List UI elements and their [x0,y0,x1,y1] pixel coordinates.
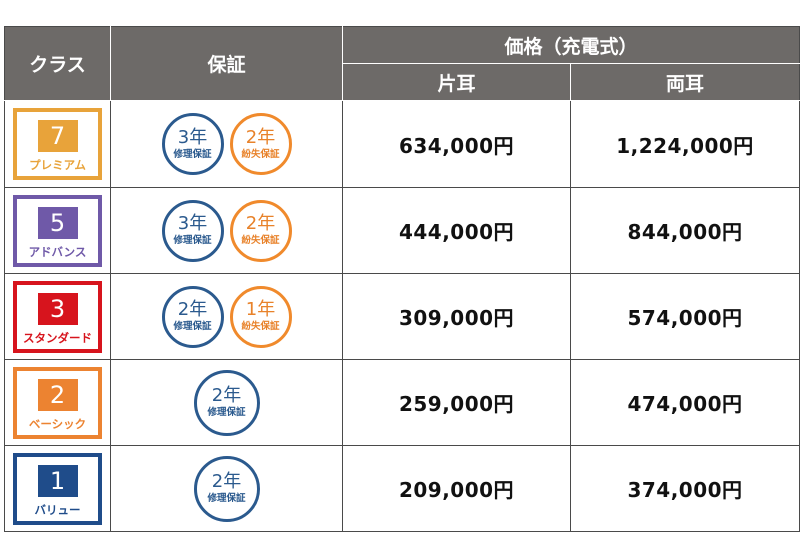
header-one-ear: 片耳 [342,63,571,101]
table-row: 1 バリュー 2年 修理保証 209,000円 374,000円 [4,445,801,532]
loss-kind: 紛失保証 [241,148,280,160]
table-row: 3 スタンダード 2年 修理保証 1年 紛失保証 309,000円 574, [4,273,801,360]
repair-years: 2年 [211,471,242,492]
class-cell: 3 スタンダード [4,273,111,360]
repair-warranty-seal: 2年 修理保証 [161,285,224,348]
price-one-ear: 209,000円 [342,445,571,532]
warranty-cell: 3年 修理保証 2年 紛失保証 [110,187,343,274]
price-one-ear-value: 259,000円 [398,392,515,416]
class-name: アドバンス [28,244,87,259]
warranty-cell: 3年 修理保証 2年 紛失保証 [110,100,343,188]
price-both-ears-value: 1,224,000円 [616,133,754,158]
price-both-ears: 1,224,000円 [569,100,801,188]
class-number: 7 [37,120,78,152]
loss-warranty-seal: 2年 紛失保証 [229,199,292,262]
table-row: 5 アドバンス 3年 修理保証 2年 紛失保証 444,000円 844,0 [4,187,801,274]
warranty-cell: 2年 修理保証 [110,359,343,446]
repair-years: 2年 [211,385,242,406]
price-both-ears-value: 844,000円 [627,220,743,244]
class-number: 5 [37,206,78,239]
header-class: クラス [4,26,111,101]
price-one-ear: 444,000円 [342,187,571,274]
loss-years: 2年 [245,126,276,148]
class-number: 2 [37,378,78,411]
repair-years: 2年 [177,299,208,320]
class-cell: 2 ベーシック [4,359,111,446]
repair-kind: 修理保証 [173,235,212,246]
price-both-ears: 374,000円 [569,445,801,532]
header-warranty: 保証 [110,26,343,101]
class-cell: 7 プレミアム [4,100,111,188]
class-name: バリュー [34,502,81,517]
class-badge-advance: 5 アドバンス [13,194,102,267]
price-one-ear: 309,000円 [342,273,571,360]
repair-warranty-seal: 2年 修理保証 [193,369,260,436]
price-both-ears-value: 374,000円 [627,478,743,502]
repair-warranty-seal: 2年 修理保証 [193,455,260,522]
price-one-ear-value: 309,000円 [398,306,515,330]
class-number: 3 [37,292,78,325]
warranty-cell: 2年 修理保証 [110,445,343,532]
loss-warranty-seal: 2年 紛失保証 [229,113,292,175]
repair-warranty-seal: 3年 修理保証 [161,199,224,262]
price-both-ears-value: 474,000円 [627,392,743,416]
repair-kind: 修理保証 [173,321,212,332]
price-one-ear-value: 634,000円 [398,133,515,158]
price-table: クラス 保証 価格（充電式） 片耳 両耳 7 プレミアム 3年 修理保証 [4,26,801,532]
class-badge-value: 1 バリュー [13,452,102,525]
price-one-ear: 259,000円 [342,359,571,446]
loss-years: 1年 [245,299,276,320]
repair-kind: 修理保証 [207,407,246,418]
class-cell: 1 バリュー [4,445,111,532]
class-badge-standard: 3 スタンダード [13,280,102,353]
loss-kind: 紛失保証 [241,321,280,332]
class-name: プレミアム [29,158,86,172]
price-both-ears: 574,000円 [569,273,801,360]
loss-kind: 紛失保証 [241,235,280,246]
class-name: スタンダード [23,330,92,345]
header-both-ears: 両耳 [569,63,801,101]
class-badge-basic: 2 ベーシック [13,366,102,439]
loss-years: 2年 [245,213,276,234]
repair-years: 3年 [177,126,208,148]
header-price: 価格（充電式） [341,26,801,64]
loss-warranty-seal: 1年 紛失保証 [229,285,292,348]
repair-kind: 修理保証 [207,493,246,504]
class-cell: 5 アドバンス [4,187,111,274]
price-one-ear-value: 209,000円 [398,478,515,502]
class-badge-premium: 7 プレミアム [13,108,102,180]
repair-warranty-seal: 3年 修理保証 [161,113,224,175]
price-both-ears: 844,000円 [569,187,801,274]
repair-kind: 修理保証 [173,148,212,160]
price-one-ear-value: 444,000円 [398,220,515,244]
class-number: 1 [37,464,78,497]
price-both-ears-value: 574,000円 [627,306,743,330]
class-name: ベーシック [28,416,87,431]
table-row: 7 プレミアム 3年 修理保証 2年 紛失保証 634,000円 1,224 [4,100,801,188]
price-one-ear: 634,000円 [342,100,571,188]
warranty-cell: 2年 修理保証 1年 紛失保証 [110,273,343,360]
repair-years: 3年 [177,213,208,234]
price-both-ears: 474,000円 [569,359,801,446]
table-row: 2 ベーシック 2年 修理保証 259,000円 474,000円 [4,359,801,446]
